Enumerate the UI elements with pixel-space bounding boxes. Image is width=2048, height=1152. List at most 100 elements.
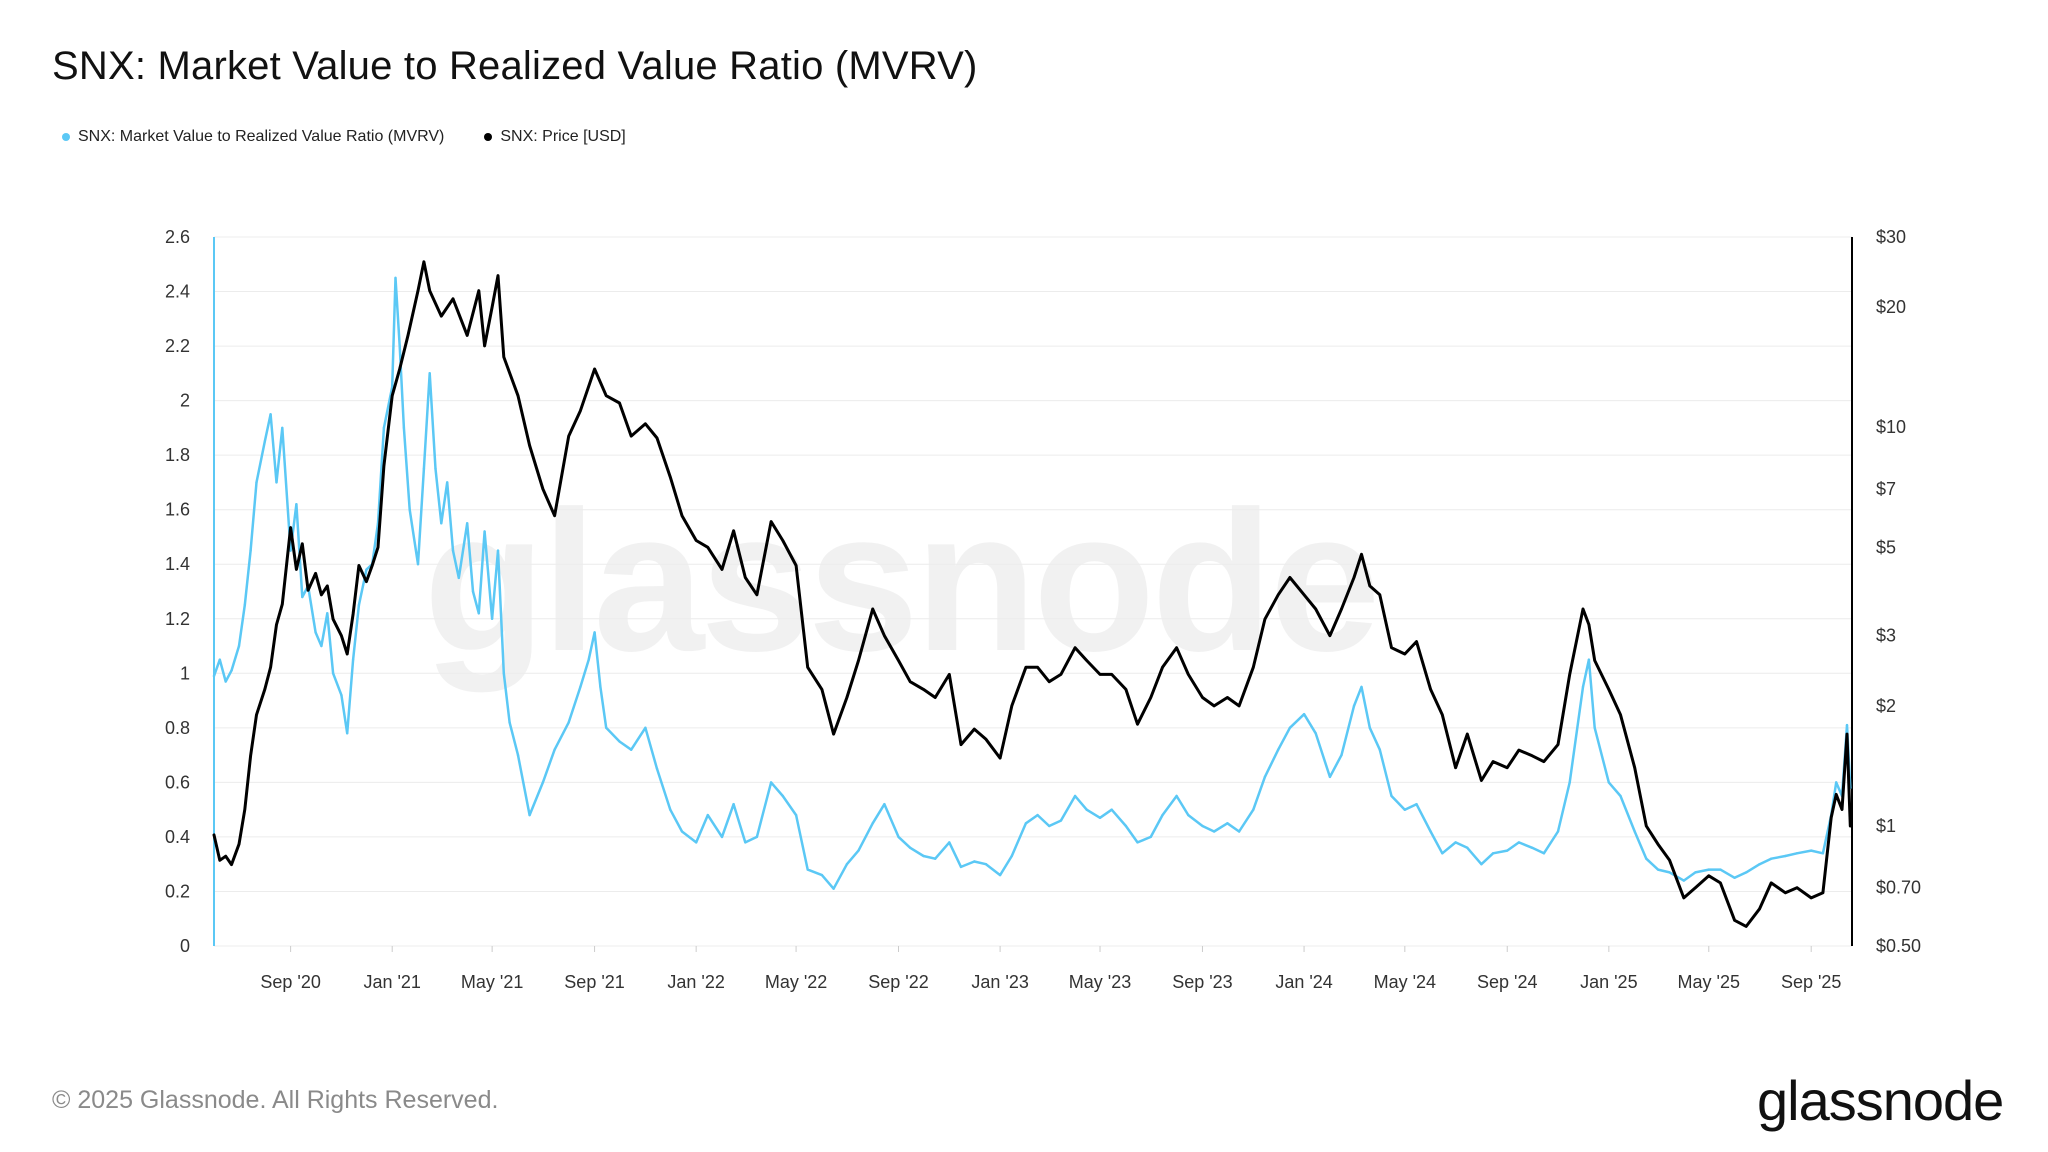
price-point — [1694, 886, 1697, 889]
mvrv-point — [1784, 854, 1787, 858]
mvrv-point — [320, 644, 323, 648]
mvrv-series-line — [212, 276, 1852, 890]
mvrv-point — [1352, 704, 1356, 708]
price-point — [263, 688, 266, 691]
y-right-tick-label: $7 — [1876, 479, 1896, 499]
watermark: glassnode — [423, 470, 1376, 693]
mvrv-point — [1491, 852, 1495, 855]
price-point — [406, 334, 410, 337]
price-point — [1263, 618, 1267, 621]
price-point — [1707, 874, 1711, 877]
mvrv-point — [1506, 849, 1509, 852]
x-tick-label: May '22 — [765, 972, 827, 992]
price-point — [934, 696, 937, 699]
mvrv-point — [871, 822, 874, 825]
mvrv-point — [794, 813, 798, 817]
price-point — [1835, 793, 1838, 796]
y-left-tick-label: 2 — [180, 391, 190, 411]
x-tick-label: Sep '22 — [868, 972, 929, 992]
price-point — [496, 274, 500, 277]
mvrv-point — [1226, 822, 1229, 825]
price-point — [605, 394, 608, 397]
right-axis: $0.50 $0.70 $1 $2 $3 $5 $7 $10 $20 $30 — [1851, 227, 1921, 956]
mvrv-point — [1542, 852, 1546, 855]
mvrv-point — [820, 873, 824, 877]
price-point — [695, 539, 698, 542]
mvrv-point — [1085, 808, 1088, 811]
mvrv-point — [1073, 794, 1077, 798]
price-point — [440, 314, 443, 318]
mvrv-point — [466, 522, 469, 525]
price-point — [644, 422, 647, 425]
mvrv-point — [230, 669, 233, 672]
mvrv-point — [331, 672, 335, 675]
mvrv-point — [655, 767, 659, 770]
price-point — [1845, 732, 1849, 736]
mvrv-point — [483, 530, 486, 533]
mvrv-point — [1745, 871, 1748, 874]
mvrv-point — [1098, 816, 1102, 819]
mvrv-point — [732, 803, 735, 806]
mvrv-point — [579, 685, 582, 689]
price-point — [451, 297, 455, 300]
mvrv-point — [502, 672, 505, 675]
price-point — [528, 444, 531, 447]
price-point — [314, 572, 317, 575]
price-point — [553, 514, 556, 517]
mvrv-point — [1110, 808, 1113, 811]
mvrv-point — [471, 590, 475, 593]
mvrv-point — [1059, 819, 1063, 822]
price-point — [306, 589, 310, 592]
mvrv-point — [1175, 794, 1178, 798]
mvrv-point — [289, 549, 292, 552]
mvrv-point — [948, 841, 951, 844]
price-point — [391, 394, 394, 397]
mvrv-point — [1454, 841, 1457, 844]
mvrv-point — [346, 732, 349, 735]
mvrv-point — [1531, 846, 1534, 849]
x-tick-label: Jan '21 — [363, 972, 420, 992]
mvrv-point — [1302, 713, 1306, 716]
x-tick-label: May '24 — [1374, 972, 1436, 992]
chart-title: SNX: Market Value to Realized Value Rati… — [52, 44, 978, 88]
mvrv-point — [218, 658, 221, 661]
mvrv-point — [832, 887, 835, 890]
x-tick-label: Sep '23 — [1172, 972, 1233, 992]
mvrv-point — [255, 481, 258, 484]
mvrv-point — [1758, 863, 1761, 866]
mvrv-point — [269, 413, 272, 416]
price-point — [289, 526, 292, 529]
price-point — [340, 634, 343, 637]
mvrv-point — [528, 813, 531, 817]
price-point — [477, 289, 480, 292]
price-point — [422, 260, 426, 263]
price-point — [948, 673, 951, 676]
price-point — [744, 576, 747, 579]
mvrv-point — [618, 740, 621, 743]
mvrv-point — [680, 830, 684, 833]
mvrv-point — [516, 753, 520, 757]
price-point — [1048, 680, 1051, 683]
price-point — [755, 593, 759, 596]
legend: SNX: Market Value to Realized Value Rati… — [62, 128, 626, 146]
mvrv-point — [1390, 794, 1393, 798]
price-point — [1368, 584, 1372, 588]
legend-item-mvrv[interactable]: SNX: Market Value to Realized Value Rati… — [62, 128, 444, 146]
mvrv-point — [382, 426, 386, 430]
legend-item-price[interactable]: SNX: Price [USD] — [484, 128, 626, 146]
x-tick-label: Jan '23 — [971, 972, 1028, 992]
mvrv-point — [1288, 726, 1292, 729]
price-point — [1328, 634, 1332, 637]
legend-dot-mvrv — [62, 133, 70, 141]
mvrv-point — [1480, 863, 1483, 866]
mvrv-point — [281, 426, 284, 430]
price-point — [1556, 743, 1560, 746]
mvrv-point — [275, 481, 278, 484]
x-tick-label: Sep '25 — [1781, 972, 1842, 992]
price-point — [255, 713, 258, 716]
mvrv-point — [391, 385, 394, 389]
price-point — [466, 334, 469, 337]
mvrv-point — [408, 508, 411, 511]
price-point — [857, 659, 860, 662]
